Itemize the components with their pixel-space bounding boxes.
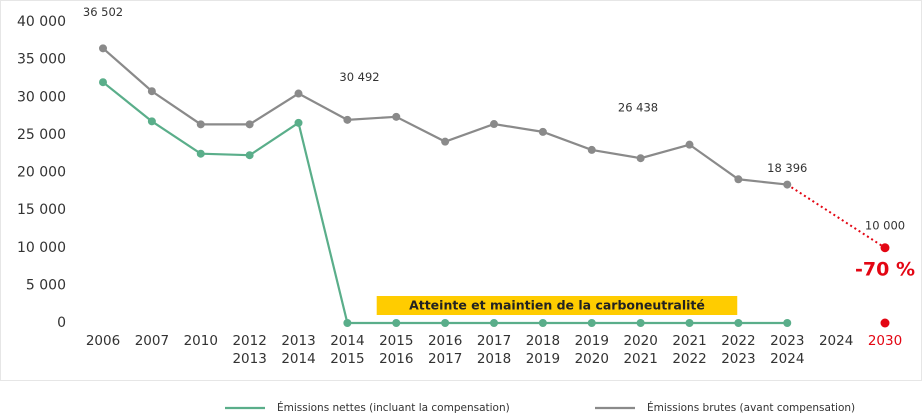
point <box>294 89 303 98</box>
point <box>538 127 547 136</box>
x-tick-label: 2022 2023 <box>721 333 756 367</box>
y-tick-label: 5 000 <box>26 277 66 293</box>
point <box>294 118 303 127</box>
point <box>587 145 596 154</box>
value-label: 18 396 <box>767 161 807 175</box>
series-line <box>102 47 788 186</box>
banner-text: Atteinte et maintien de la carboneutrali… <box>409 298 705 313</box>
series-line <box>102 81 788 325</box>
point <box>880 243 890 253</box>
x-tick-label: 2021 2022 <box>672 333 707 367</box>
x-tick-label: 2010 <box>183 333 218 349</box>
value-label: 26 438 <box>618 101 658 115</box>
point <box>783 319 792 327</box>
point <box>441 137 450 146</box>
y-tick-label: 0 <box>57 315 66 331</box>
x-tick-label: 2014 2015 <box>330 333 365 367</box>
point <box>685 319 694 327</box>
legend-label: Émissions nettes (incluant la compensati… <box>277 401 510 414</box>
legend-label: Émissions brutes (avant compensation) <box>647 401 855 414</box>
y-tick-label: 20 000 <box>17 165 66 181</box>
point <box>392 319 401 327</box>
point <box>538 319 547 327</box>
point <box>147 87 156 96</box>
annotation: -70 % <box>855 259 915 281</box>
value-label: 10 000 <box>865 218 905 232</box>
y-tick-label: 10 000 <box>17 240 66 256</box>
point <box>734 319 743 327</box>
value-label: 36 502 <box>83 5 123 19</box>
point <box>196 149 205 158</box>
x-tick-label: 2013 2014 <box>281 333 316 367</box>
x-tick-label: 2020 2021 <box>623 333 658 367</box>
x-tick-label: 2012 2013 <box>232 333 267 367</box>
x-tick-label: 2030 <box>867 333 903 349</box>
point <box>636 319 645 327</box>
point <box>392 112 401 121</box>
y-tick-label: 40 000 <box>17 14 66 30</box>
point <box>636 154 645 163</box>
x-tick-label: 2018 2019 <box>525 333 561 367</box>
target-link <box>786 183 886 249</box>
x-tick-label: 2017 2018 <box>476 333 512 367</box>
value-label: 30 492 <box>339 70 379 84</box>
x-tick-label: 2007 <box>134 333 170 349</box>
point <box>99 44 107 53</box>
point <box>490 319 498 327</box>
point <box>245 120 254 129</box>
point <box>880 318 890 328</box>
point <box>343 319 352 327</box>
point <box>685 140 694 149</box>
x-tick-label: 2016 2017 <box>427 333 463 367</box>
point <box>734 175 743 184</box>
point <box>587 319 596 327</box>
y-tick-label: 15 000 <box>17 202 66 218</box>
point <box>99 78 107 87</box>
point <box>245 151 254 160</box>
x-tick-label: 2019 2020 <box>574 333 609 367</box>
point <box>490 120 498 129</box>
x-tick-label: 2024 <box>818 333 854 349</box>
point <box>441 319 450 327</box>
point <box>196 120 205 129</box>
point <box>343 115 352 124</box>
x-tick-label: 2015 2016 <box>379 333 414 367</box>
y-tick-label: 30 000 <box>17 89 66 105</box>
y-tick-label: 25 000 <box>17 127 66 143</box>
banner <box>376 296 738 315</box>
y-tick-label: 35 000 <box>17 52 66 68</box>
point <box>147 117 156 126</box>
x-tick-label: 2023 2024 <box>770 333 805 367</box>
point <box>783 180 792 189</box>
x-tick-label: 2006 <box>85 333 121 349</box>
